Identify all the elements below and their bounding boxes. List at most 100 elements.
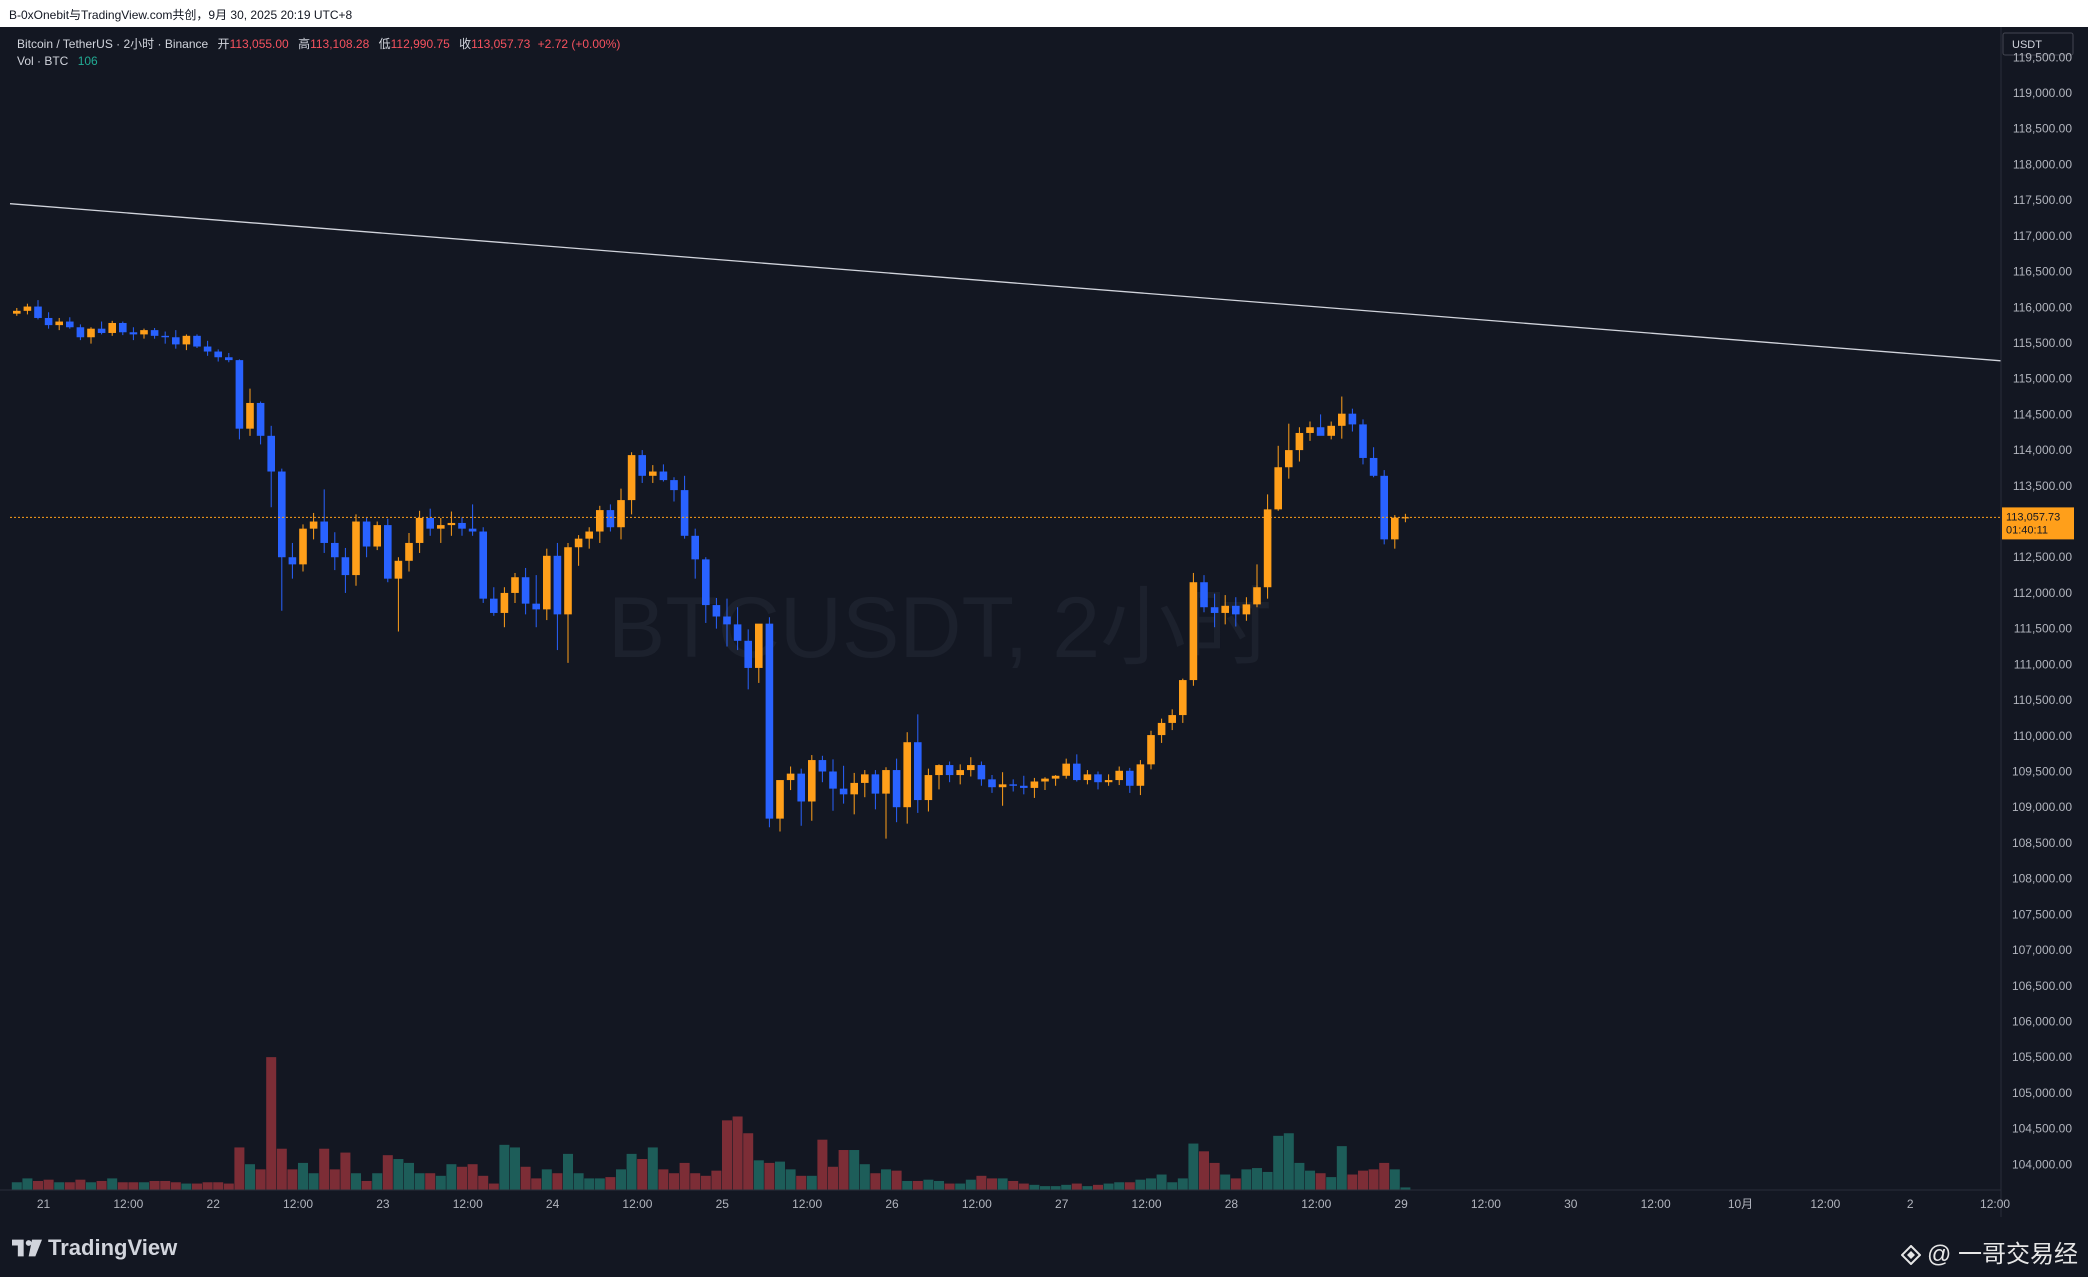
volume-bar [658,1169,669,1190]
tradingview-logo[interactable]: TradingView [12,1235,177,1261]
candle-body [1232,605,1240,615]
volume-bar [372,1173,383,1190]
candle-body [34,306,42,318]
candle-body [765,623,774,819]
volume-bar [838,1150,849,1190]
currency-button[interactable] [2002,32,2074,56]
volume-bar [552,1173,563,1190]
candle-body [1210,607,1219,613]
candle-body [140,330,148,335]
volume-bar [149,1180,160,1190]
volume-bar [775,1161,785,1190]
volume-bar [478,1175,489,1190]
volume-bar [796,1175,807,1190]
last-price-value: 113,057.73 [2006,511,2060,523]
volume-bar [170,1182,181,1190]
price-axis[interactable]: USDT 104,000.00 104,500.00 105,000.00 105,50… [2000,27,2074,1217]
volume-bar [96,1180,107,1190]
candle-body [521,577,530,604]
volume-bar [340,1152,351,1190]
candle-body [108,322,116,333]
x-tick-label: 12:00 [622,1197,652,1211]
price-chart[interactable]: BTCUSDT, 2小时 USDT 104,000.00 104,500.00 105… [0,27,2088,1217]
chart-frame[interactable]: BTCUSDT, 2小时 USDT 104,000.00 104,500.00 105… [0,27,2088,1217]
y-tick-label: 105,000.00 [2012,1086,2072,1100]
volume-bar [626,1153,637,1190]
volume-bar [1124,1182,1135,1190]
candle-body [331,542,339,558]
x-tick-label: 12:00 [792,1197,822,1211]
candle-body [225,357,233,361]
close-value: 113,057.73 [471,37,531,51]
candle-body [384,525,392,579]
volume-bar [859,1164,870,1190]
trendline[interactable] [9,203,2002,362]
low-value: 112,990.75 [390,37,450,51]
candle-body [44,317,53,326]
candle-body [892,770,901,808]
volume-bar [1093,1184,1103,1190]
volume-bar [266,1057,277,1190]
volume-label[interactable]: Vol · BTC [17,54,69,68]
volume-bar [223,1183,234,1190]
candle-body [1041,778,1049,782]
x-tick-label: 30 [1564,1197,1578,1211]
last-price-badge[interactable] [2002,507,2074,540]
x-tick-label: 12:00 [1641,1197,1671,1211]
candle-body [87,328,95,338]
candle-body [1094,774,1102,783]
volume-bars [11,1057,1411,1190]
volume-bar [817,1139,828,1190]
candle-body [1083,774,1092,781]
candle-body [23,306,32,311]
volume-bar [1273,1135,1284,1190]
time-axis[interactable]: 21 12:00 22 12:00 23 12:00 24 12:00 25 12:00 26 12:… [0,1189,2010,1211]
volume-bar [1029,1184,1040,1190]
y-tick-label: 116,500.00 [2013,265,2072,279]
candle-body [320,521,328,543]
y-tick-label: 115,000.00 [2013,372,2072,386]
y-tick-label: 104,000.00 [2012,1157,2072,1171]
volume-bar [467,1164,478,1190]
candle-body [1380,475,1388,540]
x-tick-label: 24 [546,1197,560,1211]
volume-bar [997,1178,1008,1190]
volume-bar [192,1183,202,1190]
volume-bar [298,1162,308,1190]
candle-body [1242,604,1251,615]
volume-bar [700,1175,711,1190]
volume-bar [743,1133,754,1190]
volume-bar [1294,1162,1305,1190]
candle-body [1126,770,1134,786]
candle-body [998,784,1007,788]
volume-bar [64,1182,75,1190]
y-tick-label: 106,500.00 [2012,979,2072,993]
candle-body [1020,785,1028,788]
candle-body [1200,582,1208,608]
volume-bar [1315,1173,1326,1190]
volume-bar [1209,1162,1220,1190]
candle-body [786,773,795,781]
candle-body [246,402,254,429]
volume-bar [1358,1170,1368,1190]
symbol-legend-row: Bitcoin / TetherUS · 2小时 · Binance 开113,… [17,36,620,53]
volume-bar [1347,1174,1358,1190]
volume-bar [679,1162,690,1190]
x-tick-label: 10月 [1728,1197,1753,1211]
candle-body [1051,775,1060,779]
volume-bar [806,1175,817,1190]
candle-body [945,765,954,776]
candle-body [267,435,275,472]
volume-bar [319,1148,330,1190]
symbol-info[interactable]: Bitcoin / TetherUS · 2小时 · Binance [17,37,209,51]
volume-bar [255,1169,266,1190]
volume-bar [690,1173,701,1190]
volume-bar [902,1180,913,1190]
x-tick-label: 2 [1907,1197,1914,1211]
candle-body [967,765,975,771]
volume-bar [499,1144,510,1190]
candle-body [1369,457,1378,476]
candle-body [649,471,657,476]
volume-bar [1008,1180,1019,1190]
volume-bar [1326,1177,1337,1190]
